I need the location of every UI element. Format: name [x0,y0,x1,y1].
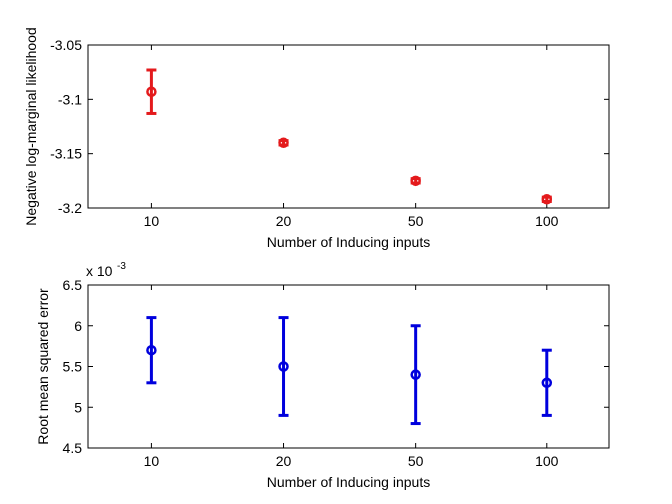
plot-area [87,44,610,209]
x-tick-label: 50 [408,453,424,469]
y-tick-label: 6 [74,318,82,334]
data-point [146,86,157,97]
x-tick-label: 50 [408,213,424,229]
y-tick-label: -3.1 [58,91,82,107]
y-tick-label: -3.15 [50,146,82,162]
data-point [541,377,553,389]
likelihood-chart: -3.05 -3.1 -3.15 -3.2 10 20 50 100 Number of Ind… [23,27,610,250]
y-tick-label: 4.5 [63,440,83,456]
data-point [278,361,289,372]
y-axis-label: Root mean squared error [35,288,51,445]
y-scale-exponent: -3 [117,261,126,272]
x-tick-label: 10 [144,213,160,229]
x-axis-label: Number of Inducing inputs [267,474,430,490]
data-point [146,344,157,356]
data-point [541,194,553,205]
y-tick-label: 6.5 [63,277,83,293]
y-tick-label: 5 [74,399,82,415]
x-axis-label: Number of Inducing inputs [267,234,430,250]
x-tick-label: 20 [276,213,292,229]
x-tick-label: 100 [535,213,559,229]
y-tick-label: 5.5 [63,359,83,375]
x-tick-label: 20 [276,453,292,469]
y-scale-multiplier: x 10 [86,263,113,279]
x-tick-label: 10 [144,453,160,469]
y-axis-label: Negative log-marginal likelihood [23,27,39,225]
y-tick-label: -3.2 [58,200,82,216]
data-point [410,369,421,380]
rmse-chart: 6.5 6 5.5 5 4.5 10 20 50 100 Number of Inducing i… [35,261,610,490]
plot-area [87,284,610,449]
data-point [278,137,289,149]
x-tick-label: 100 [535,453,559,469]
data-point [410,175,421,187]
y-tick-label: -3.05 [50,37,82,53]
